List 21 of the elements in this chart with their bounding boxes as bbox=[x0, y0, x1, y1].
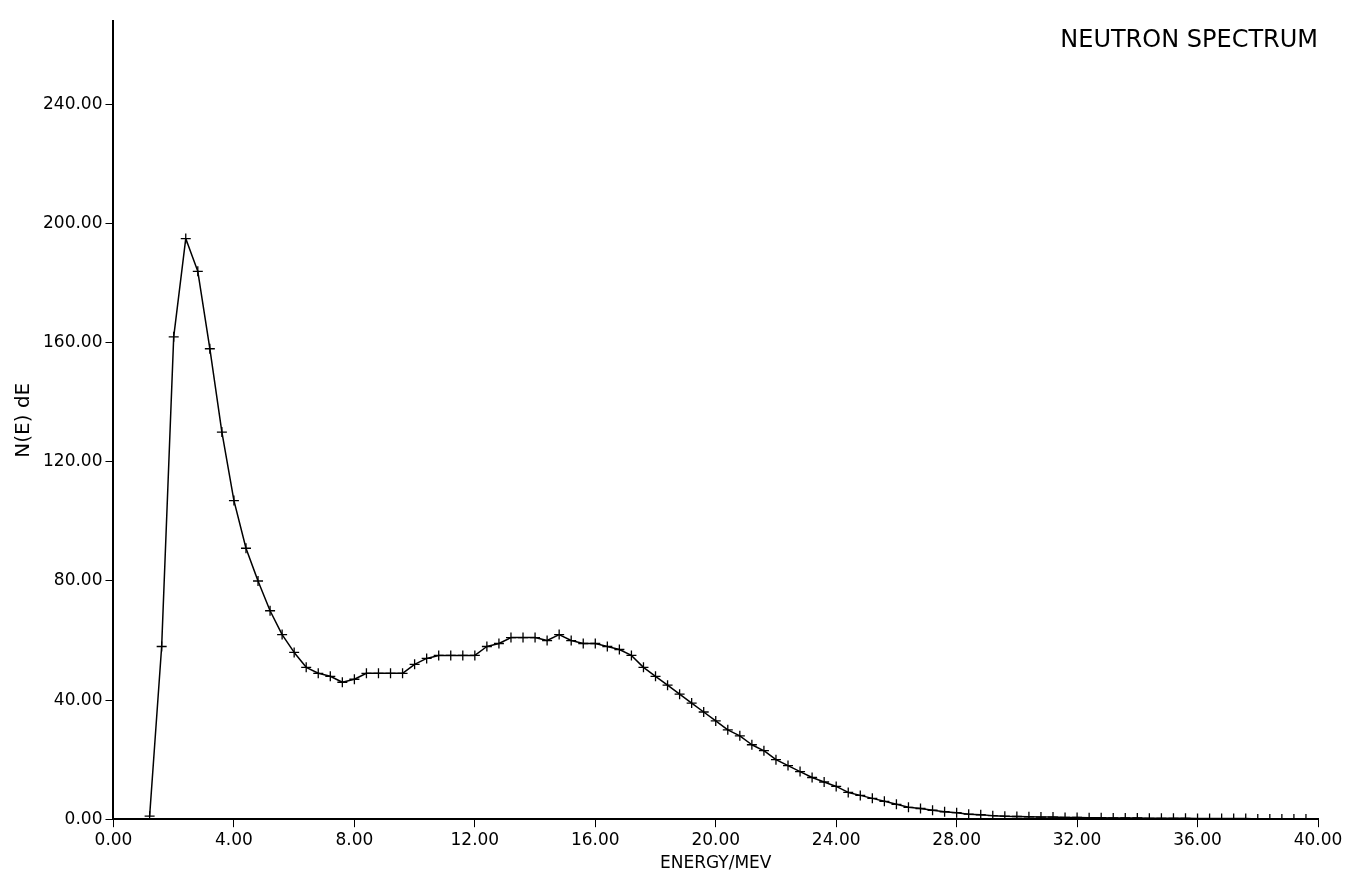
x-tick-label: 12.00 bbox=[450, 828, 500, 849]
x-tick-label: 40.00 bbox=[1293, 828, 1343, 849]
x-tick-label: 20.00 bbox=[691, 828, 741, 849]
y-axis-title: N(E) dE bbox=[10, 382, 35, 458]
chart-title: NEUTRON SPECTRUM bbox=[1060, 25, 1318, 54]
x-tick-label: 24.00 bbox=[811, 828, 861, 849]
y-tick-label: 0.00 bbox=[64, 807, 103, 828]
y-tick-label: 200.00 bbox=[43, 212, 103, 233]
y-tick-label: 40.00 bbox=[53, 688, 103, 709]
y-tick-label: 120.00 bbox=[43, 450, 103, 471]
y-tick-label: 240.00 bbox=[43, 93, 103, 113]
x-tick-label: 36.00 bbox=[1173, 828, 1222, 849]
x-tick-label: 28.00 bbox=[932, 828, 981, 849]
x-axis-title: ENERGY/MEV bbox=[659, 852, 772, 873]
x-tick-label: 4.00 bbox=[215, 828, 253, 849]
x-tick-label: 32.00 bbox=[1052, 828, 1102, 849]
x-tick-label: 0.00 bbox=[94, 828, 133, 849]
x-tick-label: 16.00 bbox=[570, 828, 620, 849]
y-tick-label: 80.00 bbox=[53, 569, 103, 590]
x-tick-label: 8.00 bbox=[335, 828, 374, 849]
y-tick-label: 160.00 bbox=[43, 331, 103, 352]
